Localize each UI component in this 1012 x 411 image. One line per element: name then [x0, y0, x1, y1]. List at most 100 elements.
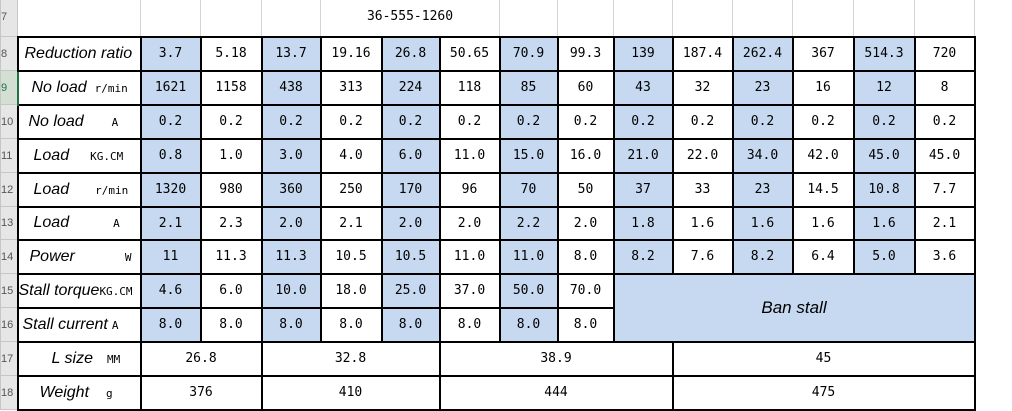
- value-cell[interactable]: 11: [139, 238, 202, 275]
- value-cell[interactable]: 70.9: [498, 35, 559, 72]
- value-cell[interactable]: 18.0: [319, 272, 383, 309]
- value-cell[interactable]: 720: [913, 35, 976, 72]
- value-cell[interactable]: 37.0: [438, 272, 501, 309]
- row-label-reduction_ratio[interactable]: Reduction ratio: [16, 35, 142, 72]
- value-cell[interactable]: 60: [556, 69, 615, 106]
- value-cell[interactable]: 11.0: [438, 238, 501, 275]
- cell[interactable]: [732, 0, 793, 37]
- value-cell[interactable]: 1320: [139, 171, 202, 208]
- value-cell[interactable]: 8.0: [498, 306, 559, 343]
- value-cell[interactable]: 2.1: [913, 205, 976, 241]
- value-cell[interactable]: 8.0: [199, 306, 263, 343]
- row-label-stall_current[interactable]: Stall current A: [16, 306, 142, 343]
- row-header[interactable]: 7: [0, 0, 18, 37]
- row-header[interactable]: 15: [0, 273, 18, 308]
- value-cell[interactable]: 50.65: [438, 35, 501, 72]
- sheet-title[interactable]: 36-555-1260: [320, 0, 500, 37]
- spec-cell[interactable]: 38.9: [438, 340, 674, 377]
- value-cell[interactable]: 0.2: [498, 103, 559, 140]
- value-cell[interactable]: 13.7: [260, 35, 322, 72]
- value-cell[interactable]: 6.0: [380, 137, 441, 174]
- row-header[interactable]: 14: [0, 239, 18, 274]
- value-cell[interactable]: 3.6: [913, 238, 976, 275]
- value-cell[interactable]: 8.0: [319, 306, 383, 343]
- value-cell[interactable]: 15.0: [498, 137, 559, 174]
- row-header[interactable]: 10: [0, 104, 18, 139]
- spec-cell[interactable]: 475: [671, 374, 976, 411]
- cell[interactable]: [557, 0, 614, 37]
- value-cell[interactable]: 11.0: [438, 137, 501, 174]
- value-cell[interactable]: 8.0: [260, 306, 322, 343]
- value-cell[interactable]: 0.2: [852, 103, 916, 140]
- value-cell[interactable]: 224: [380, 69, 441, 106]
- row-label-load_torque[interactable]: Load KG.CM: [16, 137, 142, 174]
- row-label-no_load_speed[interactable]: No load r/min: [16, 69, 142, 106]
- value-cell[interactable]: 2.0: [556, 205, 615, 241]
- row-header[interactable]: 12: [0, 172, 18, 207]
- row-header[interactable]: 8: [0, 36, 18, 71]
- value-cell[interactable]: 0.2: [139, 103, 202, 140]
- value-cell[interactable]: 8.2: [731, 238, 794, 275]
- value-cell[interactable]: 1.6: [731, 205, 794, 241]
- value-cell[interactable]: 170: [380, 171, 441, 208]
- value-cell[interactable]: 1.6: [852, 205, 916, 241]
- value-cell[interactable]: 70: [498, 171, 559, 208]
- value-cell[interactable]: 12: [852, 69, 916, 106]
- value-cell[interactable]: 10.5: [319, 238, 383, 275]
- spec-cell[interactable]: 376: [139, 374, 263, 411]
- row-header[interactable]: 18: [0, 375, 18, 410]
- value-cell[interactable]: 50.0: [498, 272, 559, 309]
- spec-cell[interactable]: 410: [260, 374, 441, 411]
- value-cell[interactable]: 1.0: [199, 137, 263, 174]
- cell[interactable]: [17, 0, 141, 37]
- value-cell[interactable]: 10.0: [260, 272, 322, 309]
- row-header[interactable]: 13: [0, 206, 18, 240]
- value-cell[interactable]: 25.0: [380, 272, 441, 309]
- value-cell[interactable]: 23: [731, 171, 794, 208]
- value-cell[interactable]: 118: [438, 69, 501, 106]
- value-cell[interactable]: 3.0: [260, 137, 322, 174]
- value-cell[interactable]: 0.2: [556, 103, 615, 140]
- cell[interactable]: [613, 0, 673, 37]
- value-cell[interactable]: 980: [199, 171, 263, 208]
- value-cell[interactable]: 23: [731, 69, 794, 106]
- cell[interactable]: [792, 0, 854, 37]
- value-cell[interactable]: 11.3: [199, 238, 263, 275]
- value-cell[interactable]: 1621: [139, 69, 202, 106]
- value-cell[interactable]: 360: [260, 171, 322, 208]
- cell[interactable]: [200, 0, 262, 37]
- cell[interactable]: [914, 0, 975, 37]
- spec-cell[interactable]: 45: [671, 340, 976, 377]
- value-cell[interactable]: 0.2: [380, 103, 441, 140]
- row-label-power[interactable]: Power W: [16, 238, 142, 275]
- row-label-weight[interactable]: Weight g: [16, 374, 142, 411]
- row-label-no_load_current[interactable]: No load A: [16, 103, 142, 140]
- value-cell[interactable]: 0.2: [319, 103, 383, 140]
- value-cell[interactable]: 262.4: [731, 35, 794, 72]
- value-cell[interactable]: 10.5: [380, 238, 441, 275]
- value-cell[interactable]: 33: [671, 171, 734, 208]
- cell[interactable]: [672, 0, 733, 37]
- value-cell[interactable]: 7.7: [913, 171, 976, 208]
- value-cell[interactable]: 0.2: [438, 103, 501, 140]
- row-label-stall_torque[interactable]: Stall torqueKG.CM: [16, 272, 142, 309]
- cell[interactable]: [499, 0, 558, 37]
- value-cell[interactable]: 6.0: [199, 272, 263, 309]
- value-cell[interactable]: 45.0: [852, 137, 916, 174]
- value-cell[interactable]: 0.2: [671, 103, 734, 140]
- value-cell[interactable]: 8.0: [438, 306, 501, 343]
- value-cell[interactable]: 2.1: [319, 205, 383, 241]
- cell[interactable]: [140, 0, 201, 37]
- cell[interactable]: [261, 0, 321, 37]
- value-cell[interactable]: 3.7: [139, 35, 202, 72]
- value-cell[interactable]: 85: [498, 69, 559, 106]
- value-cell[interactable]: 6.4: [791, 238, 855, 275]
- value-cell[interactable]: 1158: [199, 69, 263, 106]
- value-cell[interactable]: 45.0: [913, 137, 976, 174]
- value-cell[interactable]: 0.2: [260, 103, 322, 140]
- value-cell[interactable]: 8.0: [380, 306, 441, 343]
- value-cell[interactable]: 32: [671, 69, 734, 106]
- value-cell[interactable]: 96: [438, 171, 501, 208]
- ban-stall-cell[interactable]: Ban stall: [612, 272, 976, 343]
- value-cell[interactable]: 5.0: [852, 238, 916, 275]
